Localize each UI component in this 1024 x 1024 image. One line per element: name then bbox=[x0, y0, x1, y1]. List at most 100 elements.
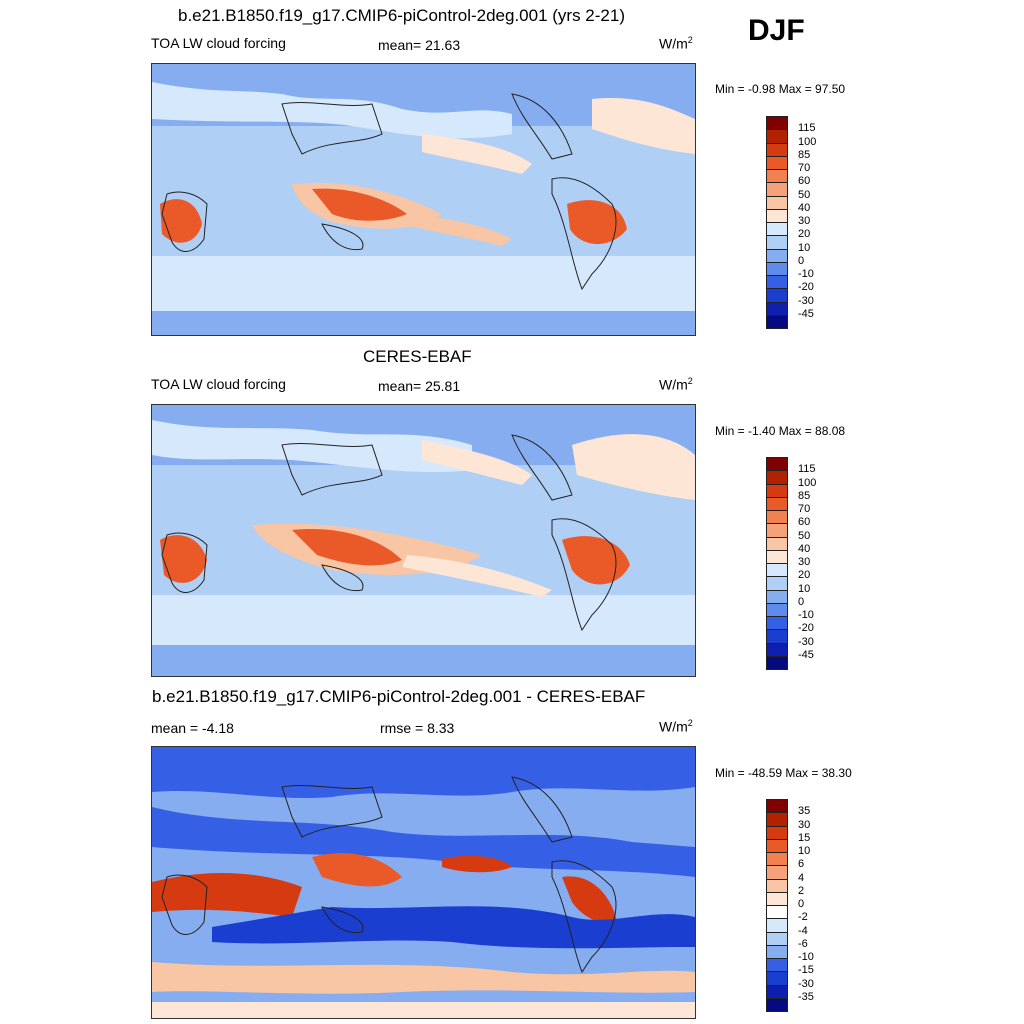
colorbar-obs: 115 100 85 70 60 50 40 30 20 10 0 -10 -20 -30 -45 bbox=[766, 457, 856, 670]
colorbar-swatch bbox=[766, 536, 788, 551]
coastlines bbox=[161, 434, 617, 632]
colorbar-swatch bbox=[766, 195, 788, 210]
colorbar-model: 115 100 85 70 60 50 40 30 20 10 0 -10 -20 -30 -45 bbox=[766, 116, 856, 329]
colorbar-swatch bbox=[766, 825, 788, 840]
colorbar-label: 6 bbox=[798, 858, 805, 871]
region-npac bbox=[422, 134, 532, 174]
region-north bbox=[152, 82, 512, 139]
colorbar-label: 30 bbox=[798, 818, 811, 831]
colorbar-label: 20 bbox=[798, 228, 811, 241]
colorbar-label: 60 bbox=[798, 516, 811, 529]
panel-rmse: rmse = 8.33 bbox=[380, 720, 455, 736]
region-warmpool-core bbox=[312, 188, 407, 221]
region-southern-ocean bbox=[152, 962, 695, 994]
panel-title: CERES-EBAF bbox=[363, 347, 472, 366]
colorbar-label: 40 bbox=[798, 542, 811, 555]
colorbar-swatch bbox=[766, 563, 788, 578]
colorbar-swatch bbox=[766, 865, 788, 880]
colorbar-swatch bbox=[766, 602, 788, 617]
season-label: DJF bbox=[748, 14, 805, 47]
panel-units: W/m2 bbox=[659, 376, 693, 393]
colorbar-swatch bbox=[766, 470, 788, 485]
colorbar-swatch bbox=[766, 261, 788, 276]
colorbar-swatch bbox=[766, 984, 788, 999]
band-antarctic bbox=[152, 311, 695, 335]
colorbar-swatch bbox=[766, 142, 788, 157]
map-svg bbox=[152, 64, 695, 335]
region-npac bbox=[422, 440, 532, 485]
colorbar-label: 100 bbox=[798, 135, 817, 148]
region-indian bbox=[152, 872, 302, 917]
region-spcz bbox=[402, 555, 552, 597]
panel-units: W/m2 bbox=[659, 35, 693, 52]
panel-variable: TOA LW cloud forcing bbox=[151, 35, 286, 51]
colorbar-swatch bbox=[766, 235, 788, 250]
region-warmpool-core bbox=[292, 529, 402, 566]
units-sup: 2 bbox=[687, 376, 693, 386]
colorbar-label: 0 bbox=[798, 898, 805, 910]
region-natl bbox=[592, 98, 695, 154]
colorbar-swatch bbox=[766, 155, 788, 170]
colorbar-label: 40 bbox=[798, 201, 811, 214]
colorbar-label: 2 bbox=[798, 884, 805, 897]
band-south bbox=[152, 595, 695, 645]
colorbar-label: 70 bbox=[798, 162, 811, 174]
colorbar-label: 35 bbox=[798, 805, 811, 818]
region-samerica bbox=[567, 200, 627, 244]
colorbar-swatch bbox=[766, 655, 788, 670]
colorbar-label: -35 bbox=[798, 990, 814, 1003]
region-north bbox=[152, 420, 472, 473]
colorbar-label: -10 bbox=[798, 609, 814, 621]
coastlines bbox=[161, 776, 617, 974]
map-svg bbox=[152, 405, 695, 676]
coastlines bbox=[161, 93, 617, 291]
panel-minmax: Min = -48.59 Max = 38.30 bbox=[715, 766, 852, 780]
region-africa bbox=[160, 535, 207, 583]
colorbar-swatch bbox=[766, 496, 788, 511]
colorbar-swatch bbox=[766, 905, 788, 920]
colorbar-label: 60 bbox=[798, 175, 811, 188]
colorbar-swatch bbox=[766, 852, 788, 867]
colorbar-swatch bbox=[766, 576, 788, 591]
colorbar-swatch bbox=[766, 182, 788, 197]
colorbar-label: -30 bbox=[798, 635, 814, 648]
colorbar-swatch bbox=[766, 838, 788, 853]
region-spcz bbox=[402, 214, 512, 246]
colorbar-label: 100 bbox=[798, 476, 817, 489]
colorbar-swatch bbox=[766, 629, 788, 644]
colorbar-label: 30 bbox=[798, 556, 811, 568]
panel-title: b.e21.B1850.f19_g17.CMIP6-piControl-2deg… bbox=[152, 687, 646, 706]
colorbar-swatch bbox=[766, 642, 788, 657]
map-svg bbox=[152, 747, 695, 1018]
colorbar-swatch bbox=[766, 222, 788, 237]
region-africa bbox=[160, 199, 202, 243]
colorbar-label: 85 bbox=[798, 148, 811, 161]
colorbar-swatch bbox=[766, 275, 788, 290]
colorbar-swatch bbox=[766, 129, 788, 144]
panel-mean: mean= 21.63 bbox=[378, 37, 461, 53]
colorbar-swatch bbox=[766, 301, 788, 316]
colorbar-label: -10 bbox=[798, 268, 814, 280]
map-model bbox=[151, 63, 696, 336]
units-sup: 2 bbox=[687, 35, 693, 45]
colorbar-swatch bbox=[766, 971, 788, 986]
colorbar-swatch bbox=[766, 878, 788, 893]
region-nmid bbox=[152, 807, 695, 877]
colorbar-label: -45 bbox=[798, 307, 814, 320]
panel-variable: TOA LW cloud forcing bbox=[151, 376, 286, 392]
colorbar-label: 85 bbox=[798, 489, 811, 502]
panel-minmax: Min = -0.98 Max = 97.50 bbox=[715, 82, 846, 96]
colorbar-swatch bbox=[766, 288, 788, 303]
colorbar-label: 0 bbox=[798, 595, 805, 608]
units-text: W/m bbox=[659, 718, 688, 735]
region-south bbox=[212, 906, 695, 949]
panel-mean: mean = -4.18 bbox=[151, 720, 234, 736]
colorbar-swatch bbox=[766, 997, 788, 1012]
panel-title: b.e21.B1850.f19_g17.CMIP6-piControl-2deg… bbox=[178, 6, 625, 25]
colorbar-swatch bbox=[766, 248, 788, 263]
colorbar-label: -30 bbox=[798, 977, 814, 990]
map-diff bbox=[151, 746, 696, 1019]
colorbar-swatch bbox=[766, 314, 788, 329]
colorbar-label: 10 bbox=[798, 241, 811, 254]
units-text: W/m bbox=[659, 35, 688, 52]
